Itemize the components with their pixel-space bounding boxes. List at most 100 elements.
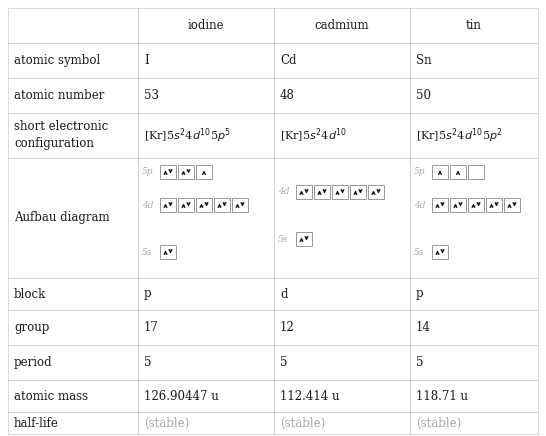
Text: 5s: 5s: [414, 248, 424, 256]
Bar: [178, 198, 194, 212]
Text: period: period: [14, 356, 52, 369]
Bar: [468, 165, 484, 179]
Bar: [274, 113, 410, 158]
Bar: [8, 113, 138, 158]
Bar: [138, 8, 274, 43]
Bar: [214, 198, 230, 212]
Bar: [314, 185, 330, 199]
Bar: [8, 310, 138, 345]
Text: [Kr]5$s^2$4$d^{10}$5$p^5$: [Kr]5$s^2$4$d^{10}$5$p^5$: [144, 126, 231, 145]
Text: (stable): (stable): [280, 416, 325, 429]
Bar: [138, 158, 274, 278]
Bar: [8, 43, 138, 78]
Bar: [8, 412, 138, 434]
Bar: [8, 345, 138, 380]
Text: 5: 5: [416, 356, 424, 369]
Bar: [410, 43, 538, 78]
Text: d: d: [280, 287, 288, 300]
Text: 48: 48: [280, 89, 295, 102]
Bar: [274, 278, 410, 310]
Text: 53: 53: [144, 89, 159, 102]
Text: Aufbau diagram: Aufbau diagram: [14, 211, 110, 225]
Bar: [196, 165, 212, 179]
Text: [Kr]5$s^2$4$d^{10}$: [Kr]5$s^2$4$d^{10}$: [280, 126, 347, 145]
Text: Sn: Sn: [416, 54, 432, 67]
Bar: [432, 165, 448, 179]
Bar: [274, 78, 410, 113]
Bar: [274, 345, 410, 380]
Bar: [410, 310, 538, 345]
Bar: [8, 78, 138, 113]
Text: (stable): (stable): [144, 416, 189, 429]
Text: iodine: iodine: [188, 19, 224, 32]
Bar: [450, 165, 466, 179]
Text: 12: 12: [280, 321, 295, 334]
Bar: [138, 278, 274, 310]
Text: 4d: 4d: [142, 201, 153, 210]
Bar: [296, 232, 312, 246]
Text: [Kr]5$s^2$4$d^{10}$5$p^2$: [Kr]5$s^2$4$d^{10}$5$p^2$: [416, 126, 503, 145]
Bar: [138, 78, 274, 113]
Bar: [138, 43, 274, 78]
Text: atomic number: atomic number: [14, 89, 104, 102]
Bar: [450, 198, 466, 212]
Bar: [8, 278, 138, 310]
Bar: [138, 380, 274, 412]
Bar: [232, 198, 248, 212]
Bar: [160, 165, 176, 179]
Text: 5s: 5s: [142, 248, 152, 256]
Bar: [468, 198, 484, 212]
Bar: [178, 165, 194, 179]
Bar: [160, 245, 176, 259]
Bar: [410, 345, 538, 380]
Bar: [274, 380, 410, 412]
Bar: [296, 185, 312, 199]
Text: atomic mass: atomic mass: [14, 389, 88, 402]
Text: tin: tin: [466, 19, 482, 32]
Bar: [196, 198, 212, 212]
Bar: [410, 158, 538, 278]
Bar: [504, 198, 520, 212]
Bar: [410, 113, 538, 158]
Text: block: block: [14, 287, 46, 300]
Bar: [8, 158, 138, 278]
Bar: [274, 8, 410, 43]
Text: p: p: [416, 287, 424, 300]
Bar: [138, 345, 274, 380]
Text: 50: 50: [416, 89, 431, 102]
Bar: [274, 412, 410, 434]
Text: I: I: [144, 54, 149, 67]
Bar: [138, 412, 274, 434]
Text: p: p: [144, 287, 152, 300]
Bar: [486, 198, 502, 212]
Bar: [332, 185, 348, 199]
Bar: [350, 185, 366, 199]
Bar: [274, 43, 410, 78]
Text: 5p: 5p: [142, 167, 153, 177]
Text: cadmium: cadmium: [314, 19, 369, 32]
Text: group: group: [14, 321, 49, 334]
Text: 5s: 5s: [278, 235, 288, 243]
Bar: [410, 278, 538, 310]
Bar: [138, 310, 274, 345]
Text: 17: 17: [144, 321, 159, 334]
Text: 5: 5: [144, 356, 151, 369]
Bar: [8, 380, 138, 412]
Bar: [432, 198, 448, 212]
Text: 118.71 u: 118.71 u: [416, 389, 468, 402]
Bar: [410, 412, 538, 434]
Bar: [432, 245, 448, 259]
Bar: [8, 8, 138, 43]
Text: 5: 5: [280, 356, 288, 369]
Text: 4d: 4d: [414, 201, 425, 210]
Text: 126.90447 u: 126.90447 u: [144, 389, 219, 402]
Text: short electronic
configuration: short electronic configuration: [14, 120, 108, 150]
Text: 5p: 5p: [414, 167, 425, 177]
Text: 112.414 u: 112.414 u: [280, 389, 340, 402]
Bar: [410, 380, 538, 412]
Bar: [138, 113, 274, 158]
Text: atomic symbol: atomic symbol: [14, 54, 100, 67]
Text: half-life: half-life: [14, 416, 59, 429]
Bar: [410, 78, 538, 113]
Text: Cd: Cd: [280, 54, 296, 67]
